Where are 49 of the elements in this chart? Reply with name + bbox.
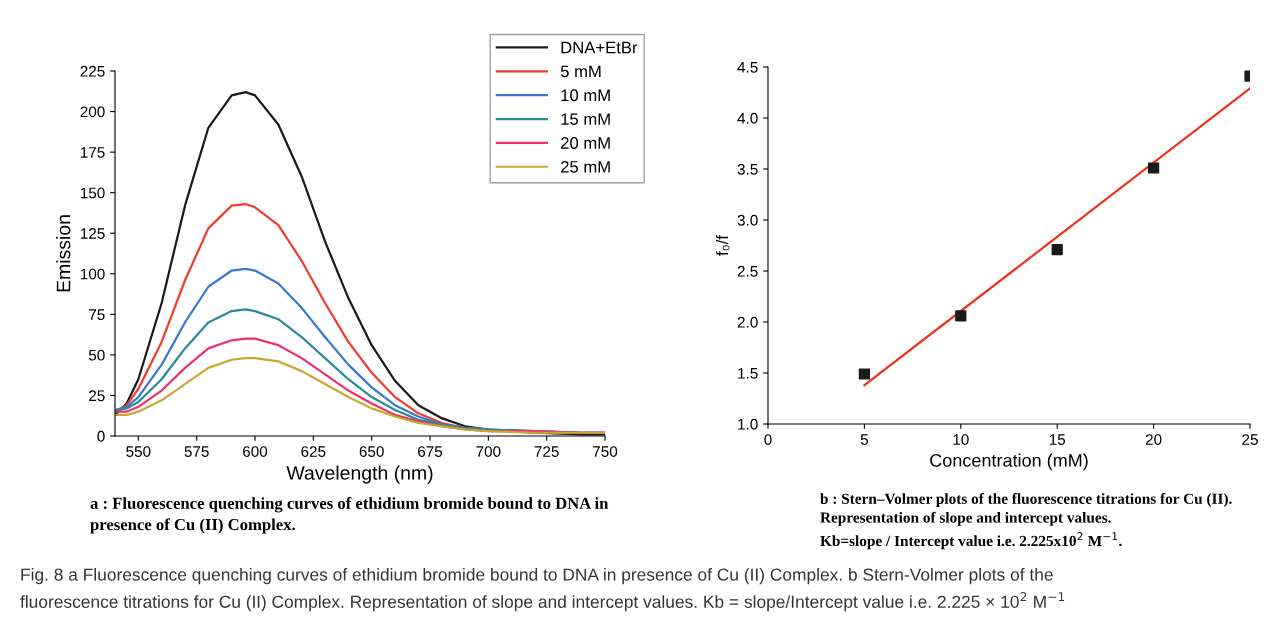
y-tick-label: 4.5 [737, 62, 758, 73]
x-tick-label: 725 [534, 446, 559, 457]
x-tick-label: 675 [418, 446, 443, 457]
x-tick-label: 700 [476, 446, 501, 457]
text: a : Fluorescence quenching curves of ethidium bromide bound to DNA in presence of Cu (II) Complex. [90, 497, 609, 534]
y-axis-title: f₀/f [715, 235, 730, 256]
x-tick-label: 15 [1049, 434, 1066, 445]
legend-label: 15 mM [561, 113, 610, 126]
point [955, 310, 967, 322]
x-tick-label: 10 [953, 434, 969, 445]
y-tick-label: 175 [80, 147, 105, 158]
y-tick-label: 25 [89, 390, 105, 402]
x-tick-label: 0 [764, 434, 772, 445]
legend-label: 10 mM [561, 89, 610, 102]
x-axis-title: Concentration (mM) [930, 453, 1088, 471]
y-tick-label: 3.0 [737, 214, 758, 226]
y-tick-label: 2.0 [737, 316, 758, 328]
y-tick-label: 75 [89, 309, 105, 321]
legend-label: DNA+EtBr [561, 41, 638, 54]
x-tick-label: 20 [1145, 434, 1162, 445]
y-tick-label: 1.0 [738, 418, 758, 430]
x-tick-label: 650 [359, 446, 384, 457]
y-axis-title: Emission [56, 215, 71, 292]
x-axis-title: Wavelength (nm) [286, 465, 433, 484]
y-tick-label: 125 [80, 228, 105, 239]
point [1051, 243, 1063, 256]
x-tick-label: 550 [126, 446, 151, 457]
text: b : Stern–Volmer plots of the fluorescence titrations for Cu (II). Representation of slope and intercept values. Kb=slope / Intercept value i.e. 2.225x10$^{2}$ M$^{−1}$. [820, 493, 1232, 550]
y-tick-label: 100 [80, 268, 105, 280]
legend-label: 5 mM [560, 65, 601, 78]
x-tick-label: 750 [593, 446, 618, 457]
x-tick-label: 600 [243, 446, 268, 457]
x-tick-label: 5 [860, 434, 869, 445]
x-tick-label: 25 [1242, 434, 1258, 445]
x-tick-label: 625 [301, 446, 326, 457]
y-tick-label: 1.5 [738, 368, 758, 379]
caption: Fig. 8 a Fluorescence quenching curves of ethidium bromide bound to DNA in presence of Cu (II) Complex. b Stern-Volmer plots of the fluorescence titrations for Cu (II) Complex. Representation of slope and intercept values. Kb = slope/Intercept value i.e. 2.225 × 10$^{2}$ M$^{−1}$ [20, 568, 1065, 612]
point [858, 368, 871, 380]
y-tick-label: 2.5 [737, 265, 758, 277]
y-tick-label: 50 [88, 349, 105, 361]
x-tick-label: 575 [184, 446, 209, 457]
y-tick-label: 225 [80, 65, 105, 77]
legend-label: 25 mM [561, 160, 610, 173]
legend-label: 20 mM [561, 137, 610, 149]
y-tick-label: 150 [80, 187, 105, 199]
point [1147, 162, 1160, 174]
y-tick-label: 3.5 [737, 163, 758, 175]
y-tick-label: 200 [80, 106, 105, 118]
y-tick-label: 4.0 [737, 112, 758, 124]
